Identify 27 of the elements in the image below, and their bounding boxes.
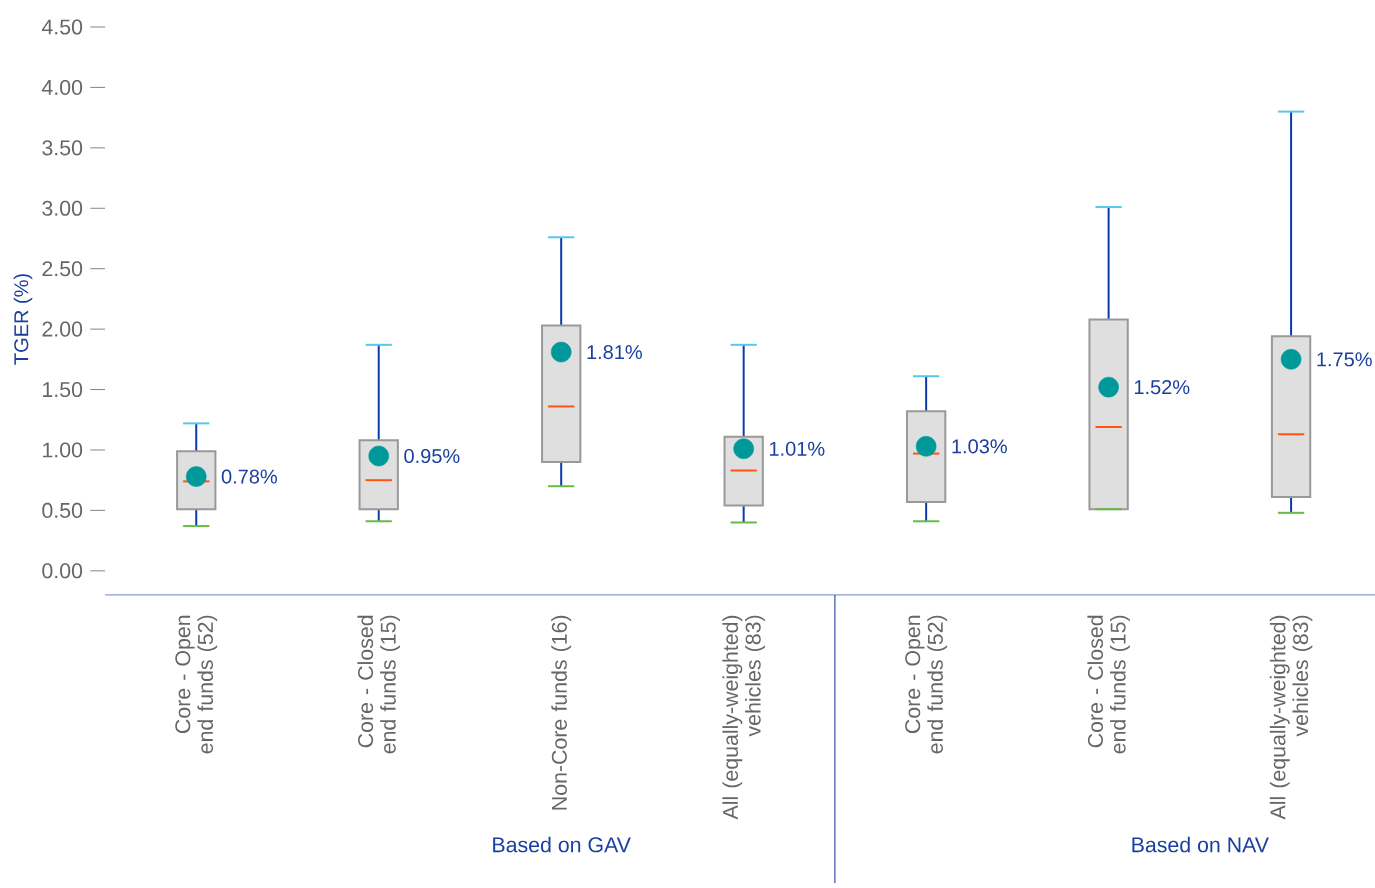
x-tick-label: Non-Core funds (16) (551, 615, 572, 810)
y-tick-label: 0.50 (42, 502, 83, 518)
y-tick-label: 1.50 (43, 382, 83, 398)
x-tick-label: All (equally-weighted) vehicles (83) (1269, 615, 1313, 820)
text: 0.95% (404, 448, 460, 464)
x-tick-label: Core - Open end funds (52) (175, 615, 218, 754)
text: 0.78% (221, 469, 278, 484)
y-tick-label: 1.00 (43, 442, 83, 458)
y-tick-label: 3.00 (42, 200, 83, 216)
text: 1.01% (769, 441, 825, 456)
y-axis-title: TGER (%) (13, 274, 33, 365)
y-tick-label: 0.00 (42, 563, 83, 579)
x-tick-label: Core - Open end funds (52) (905, 615, 948, 754)
y-tick-label: 2.50 (42, 261, 83, 277)
y-tick-label: 4.00 (41, 79, 83, 95)
y-tick-label: 4.50 (41, 19, 83, 35)
text: 1.03% (952, 439, 1007, 454)
x-tick-label: Core - Closed end funds (15) (357, 615, 400, 754)
x-tick-label: Core - Closed end funds (15) (1087, 615, 1130, 754)
text: 1.81% (587, 345, 642, 360)
text: Based on GAV (493, 836, 631, 853)
y-tick-label: 2.00 (42, 321, 83, 337)
x-tick-label: All (equally-weighted) vehicles (83) (722, 615, 765, 820)
y-tick-label: 3.50 (42, 140, 83, 156)
text: Based on NAV (1132, 836, 1269, 853)
text: 1.52% (1134, 380, 1190, 395)
text: 1.75% (1317, 352, 1372, 367)
